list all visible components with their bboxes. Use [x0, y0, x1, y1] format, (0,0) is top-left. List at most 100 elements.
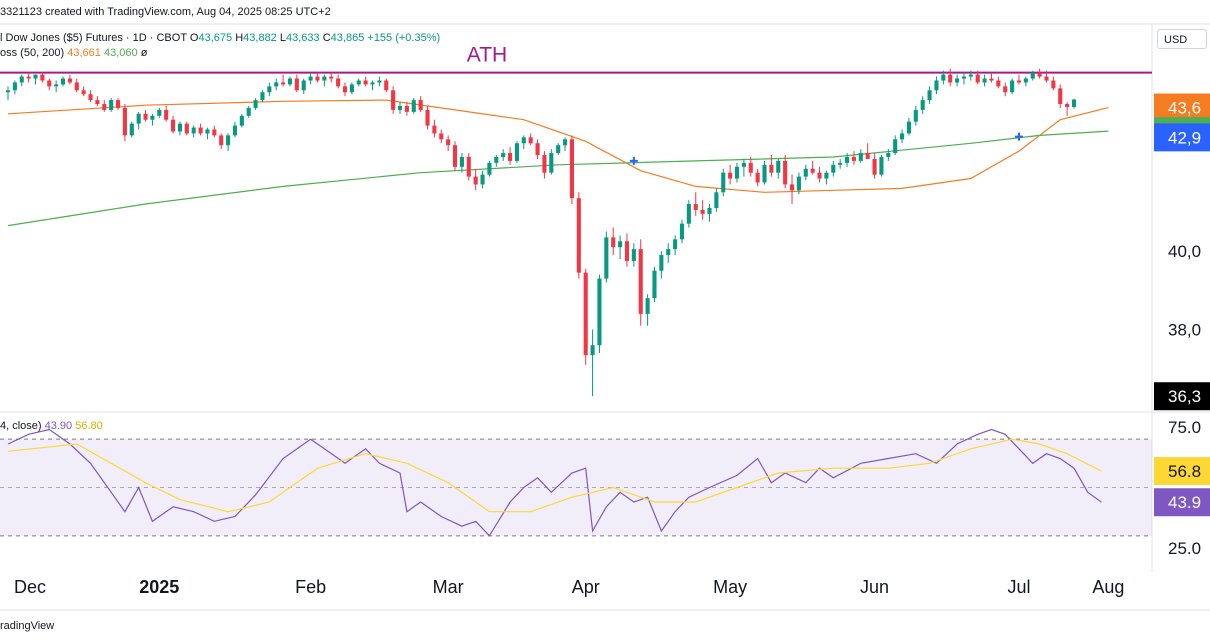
- candle-body: [411, 100, 416, 112]
- candle-body: [425, 109, 430, 126]
- time-tick: Aug: [1092, 577, 1124, 597]
- candle-body: [473, 176, 478, 185]
- candle-body: [198, 127, 203, 134]
- candle-body: [102, 104, 107, 110]
- candle-body: [920, 100, 925, 110]
- candle-body: [308, 76, 313, 81]
- candle-body: [576, 198, 581, 273]
- candle-body: [796, 176, 801, 191]
- candle-body: [164, 109, 169, 120]
- rsi-label: 43.9: [1168, 493, 1201, 512]
- candle-body: [755, 172, 760, 183]
- candle-body: [219, 135, 224, 146]
- price-tick: 40,0: [1168, 242, 1201, 261]
- candle-body: [535, 143, 540, 156]
- rsi-legend[interactable]: 4, close) 43.90 56.80: [0, 420, 103, 432]
- candle-body: [1023, 78, 1028, 83]
- candle-body: [294, 78, 299, 91]
- candle-body: [982, 78, 987, 83]
- candle-body: [349, 84, 354, 93]
- rsi-label: 56.8: [1168, 462, 1201, 481]
- candle-body: [1016, 80, 1022, 83]
- candle-body: [184, 123, 189, 134]
- open-label: O: [189, 32, 199, 44]
- candle-body: [1010, 80, 1015, 93]
- candle-body: [927, 90, 932, 101]
- rsi-value: 43.90: [44, 420, 73, 432]
- candle-body: [12, 82, 17, 91]
- candle-body: [1071, 99, 1077, 107]
- candle-body: [384, 80, 389, 91]
- candle-body: [81, 90, 86, 95]
- candle-body: [501, 153, 506, 157]
- candle-body: [88, 94, 93, 101]
- time-tick: May: [713, 577, 747, 597]
- symbol-name[interactable]: l Dow Jones ($5) Futures · 1D · CBOT: [0, 32, 187, 44]
- price-label: 36,3: [1168, 387, 1201, 406]
- candle-body: [150, 115, 155, 120]
- candle-body: [590, 345, 595, 356]
- candle-body: [136, 113, 141, 124]
- candle-body: [872, 158, 877, 175]
- candle-body: [659, 255, 664, 271]
- candle-body: [1058, 88, 1063, 105]
- watermark: radingView: [0, 620, 55, 632]
- rsi-label[interactable]: 4, close): [0, 420, 42, 432]
- time-tick: Feb: [295, 577, 326, 597]
- candle-body: [783, 160, 788, 185]
- symbol-legend[interactable]: l Dow Jones ($5) Futures · 1D · CBOT O 43…: [0, 32, 440, 44]
- currency-button[interactable]: USD: [1157, 29, 1207, 49]
- candle-body: [762, 164, 767, 183]
- low-value: 43,633: [286, 32, 320, 44]
- candle-body: [789, 184, 795, 191]
- candle-body: [336, 78, 341, 87]
- candle-body: [686, 204, 691, 224]
- ath-label: ATH: [467, 44, 507, 67]
- candle-body: [397, 105, 403, 110]
- candle-body: [728, 172, 733, 179]
- candle-body: [521, 137, 526, 144]
- candle-body: [844, 156, 850, 163]
- candle-body: [232, 125, 238, 136]
- rsi-label-box: [1154, 488, 1210, 517]
- candle-body: [1065, 104, 1070, 107]
- candle-body: [95, 100, 100, 105]
- candle-body: [370, 82, 375, 85]
- candle-body: [569, 139, 574, 199]
- candle-body: [466, 156, 471, 177]
- candle-body: [391, 90, 396, 110]
- candle-body: [239, 115, 244, 126]
- candle-body: [734, 166, 740, 179]
- time-tick: Jul: [1007, 577, 1030, 597]
- time-tick: Dec: [14, 577, 46, 597]
- candle-body: [19, 76, 24, 83]
- candle-body: [260, 92, 265, 101]
- ma200-line: [7, 130, 1109, 227]
- candle-body: [631, 249, 636, 261]
- candle-body: [934, 80, 939, 91]
- ma-legend[interactable]: oss (50, 200) 43,661 43,060 ø: [0, 47, 147, 59]
- candle-body: [205, 129, 210, 134]
- time-tick: Mar: [433, 577, 464, 597]
- candle-body: [246, 107, 251, 116]
- candle-body: [287, 78, 293, 85]
- candle-body: [583, 272, 588, 356]
- candle-body: [40, 74, 45, 81]
- candle-body: [824, 172, 829, 179]
- candle-body: [54, 84, 59, 87]
- candle-body: [900, 133, 905, 140]
- candle-body: [226, 135, 231, 146]
- candle-body: [487, 162, 492, 175]
- ma-label[interactable]: oss (50, 200): [0, 47, 65, 59]
- price-tick: 38,0: [1168, 321, 1201, 340]
- candle-body: [597, 278, 602, 346]
- candle-body: [673, 239, 678, 250]
- candle-body: [1037, 72, 1042, 77]
- price-label-box: [1154, 123, 1210, 152]
- candle-body: [618, 241, 623, 248]
- candle-body: [109, 100, 114, 110]
- candle-body: [528, 137, 533, 144]
- close-value: 43,865: [330, 32, 365, 44]
- candle-body: [893, 139, 898, 154]
